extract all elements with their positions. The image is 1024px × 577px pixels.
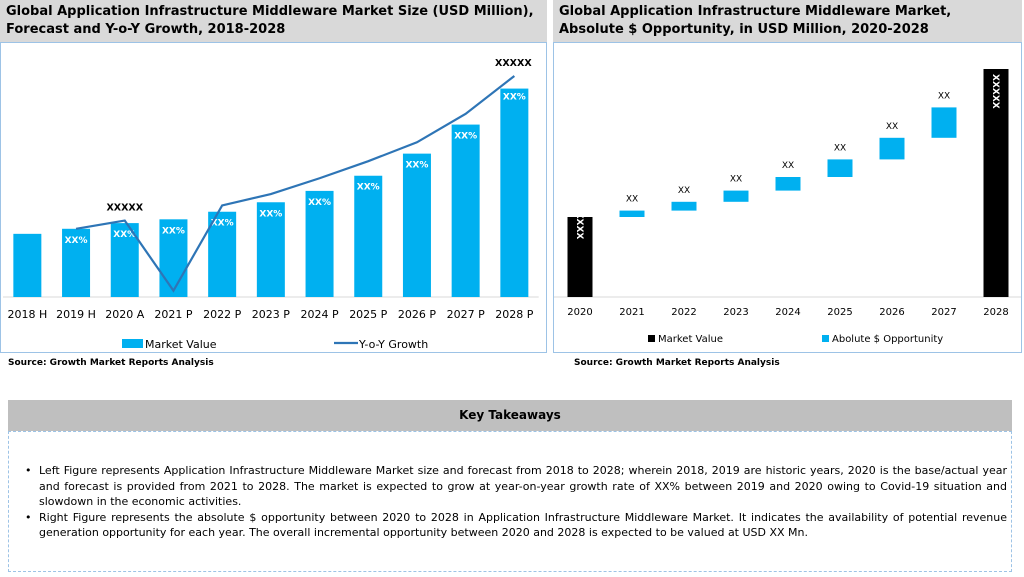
x-tick-label: 2024 P	[300, 308, 338, 321]
market-value-bar	[305, 190, 334, 297]
market-value-bar	[451, 124, 480, 297]
market-value-bar	[256, 202, 285, 297]
market-value-bar	[62, 228, 91, 297]
opportunity-bar	[879, 137, 905, 160]
bar-data-label: XX%	[162, 226, 185, 236]
market-value-bar	[983, 69, 1009, 297]
bar-data-label: XXXXX	[574, 205, 584, 240]
market-value-bar	[13, 233, 42, 297]
market-value-bar	[500, 88, 529, 297]
x-tick-label: 2021	[619, 307, 644, 318]
x-tick-label: 2024	[775, 307, 800, 318]
bar-data-label: XX%	[454, 132, 477, 142]
bar-data-label: XX	[886, 122, 898, 132]
legend-market-value-label: Market Value	[145, 338, 217, 351]
legend-opportunity-label: Abolute $ Opportunity	[832, 334, 943, 345]
left-chart-title: Global Application Infrastructure Middle…	[0, 0, 547, 42]
legend-market-value-swatch	[648, 335, 655, 342]
bar-data-label: XX	[626, 195, 638, 205]
absolute-opportunity-chart-panel: XXXXX 2020 XX 2021 XX 2022 XX 2023 XX 2024 XX 2025 X…	[553, 42, 1022, 353]
key-takeaways-box: Left Figure represents Application Infra…	[8, 431, 1012, 572]
bar-data-label: XX	[730, 175, 742, 185]
market-size-chart: 2018 H XX% 2019 H XX% 2020 A XX% 2021 P XX% 2022…	[3, 58, 539, 351]
x-tick-label: 2023	[723, 307, 748, 318]
x-tick-label: 2027 P	[447, 308, 485, 321]
legend-yoy-growth-label: Y-o-Y Growth	[358, 338, 428, 351]
bar-data-label: XX%	[211, 219, 234, 229]
x-tick-label: 2022	[671, 307, 696, 318]
right-source-note: Source: Growth Market Reports Analysis	[574, 358, 780, 368]
opportunity-bar	[931, 107, 957, 138]
opportunity-bar	[619, 210, 645, 217]
x-tick-label: 2025	[827, 307, 852, 318]
bar-data-label: XX%	[405, 161, 428, 171]
market-value-bar	[567, 217, 593, 297]
market-value-bar	[208, 211, 237, 297]
bar-data-label: XX	[834, 143, 846, 153]
takeaway-item: Right Figure represents the absolute $ o…	[23, 510, 1007, 541]
market-size-chart-panel: 2018 H XX% 2019 H XX% 2020 A XX% 2021 P XX% 2022…	[0, 42, 547, 353]
left-source-note: Source: Growth Market Reports Analysis	[8, 358, 214, 368]
annotation-label: XXXXX	[495, 58, 532, 69]
x-tick-label: 2027	[931, 307, 956, 318]
opportunity-bar	[671, 201, 697, 211]
x-tick-label: 2019 H	[56, 308, 96, 321]
takeaway-item: Left Figure represents Application Infra…	[23, 463, 1007, 510]
market-value-bar	[354, 175, 383, 297]
x-tick-label: 2025 P	[349, 308, 387, 321]
legend-market-value-label: Market Value	[658, 334, 723, 345]
x-tick-label: 2028 P	[495, 308, 533, 321]
annotation-label: XXXXX	[106, 203, 143, 214]
market-value-bar	[402, 153, 431, 297]
bar-data-label: XX%	[259, 209, 282, 219]
bar-data-label: XX%	[113, 230, 136, 240]
legend-opportunity-swatch	[822, 335, 829, 342]
absolute-opportunity-chart: XXXXX 2020 XX 2021 XX 2022 XX 2023 XX 2024 XX 2025 X…	[554, 69, 1021, 345]
bar-data-label: XX%	[357, 183, 380, 193]
x-tick-label: 2022 P	[203, 308, 241, 321]
x-tick-label: 2018 H	[7, 308, 47, 321]
opportunity-bar	[827, 159, 853, 177]
legend-market-value-swatch	[122, 339, 143, 348]
x-tick-label: 2023 P	[252, 308, 290, 321]
x-tick-label: 2020	[567, 307, 592, 318]
key-takeaways-heading: Key Takeaways	[8, 400, 1012, 431]
x-tick-label: 2028	[983, 307, 1008, 318]
x-tick-label: 2021 P	[154, 308, 192, 321]
x-tick-label: 2020 A	[105, 308, 144, 321]
bar-data-label: XX	[938, 91, 950, 101]
bar-data-label: XX%	[65, 236, 88, 246]
market-value-bar	[159, 219, 188, 297]
opportunity-bar	[723, 190, 749, 202]
x-tick-label: 2026	[879, 307, 904, 318]
x-tick-label: 2026 P	[398, 308, 436, 321]
bar-data-label: XX	[678, 186, 690, 196]
right-chart-title: Global Application Infrastructure Middle…	[553, 0, 1022, 42]
yoy-growth-line	[75, 75, 516, 293]
bar-data-label: XX%	[308, 198, 331, 208]
bar-data-label: XX%	[503, 93, 526, 103]
bar-data-label: XX	[782, 161, 794, 171]
opportunity-bar	[775, 177, 801, 191]
bar-data-label: XXXXX	[990, 74, 1000, 109]
key-takeaways-list: Left Figure represents Application Infra…	[23, 463, 1007, 541]
